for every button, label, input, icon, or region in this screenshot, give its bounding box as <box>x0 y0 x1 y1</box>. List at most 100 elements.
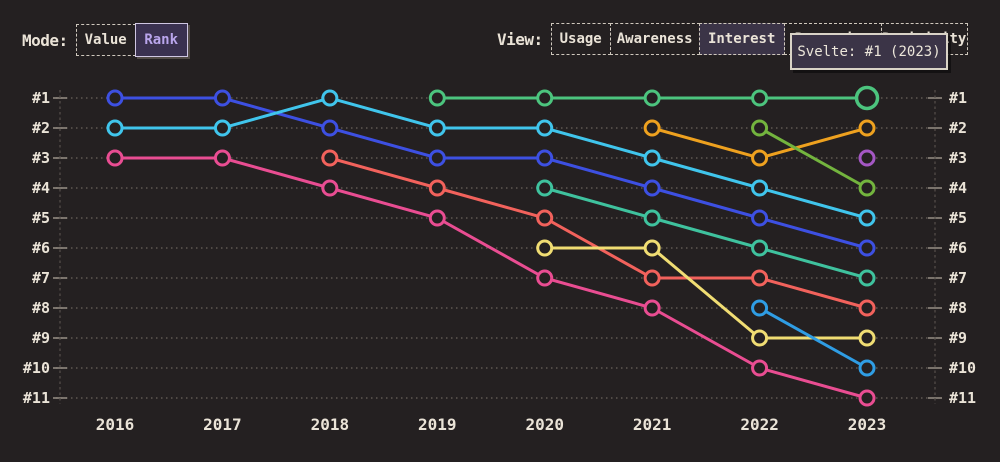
data-point-cyan-2019[interactable] <box>428 119 446 137</box>
data-point-pink-2016[interactable] <box>106 149 124 167</box>
series-line-sky <box>758 306 868 370</box>
data-point-pink-2018[interactable] <box>321 179 339 197</box>
rank-label-right-3: #3 <box>949 149 967 167</box>
year-label-2020: 2020 <box>525 415 564 434</box>
rank-label-right-2: #2 <box>949 119 967 137</box>
highlighted-data-point-Svelte-2023[interactable] <box>854 85 880 111</box>
data-point-amber-2023[interactable] <box>858 119 876 137</box>
data-point-olive-2023[interactable] <box>858 179 876 197</box>
year-label-2018: 2018 <box>311 415 350 434</box>
data-point-teal-2022[interactable] <box>751 239 769 257</box>
data-point-yellow-2020[interactable] <box>536 239 554 257</box>
year-label-2023: 2023 <box>848 415 887 434</box>
rank-label-right-11: #11 <box>949 389 976 407</box>
view-button-awareness[interactable]: Awareness <box>609 23 700 55</box>
rank-label-left-8: #8 <box>32 299 50 317</box>
year-label-2019: 2019 <box>418 415 457 434</box>
rank-label-right-10: #10 <box>949 359 976 377</box>
view-button-usage[interactable]: Usage <box>550 23 611 55</box>
rank-label-right-9: #9 <box>949 329 967 347</box>
data-point-cyan-2022[interactable] <box>751 179 769 197</box>
data-point-teal-2021[interactable] <box>643 209 661 227</box>
chart-tooltip-text: Svelte: #1 (2023) <box>797 43 941 60</box>
rank-label-left-4: #4 <box>32 179 50 197</box>
data-point-Svelte-2022[interactable] <box>751 89 769 107</box>
data-point-yellow-2023[interactable] <box>858 329 876 347</box>
data-point-cyan-2017[interactable] <box>213 119 231 137</box>
data-point-blue-2023[interactable] <box>858 239 876 257</box>
year-label-2021: 2021 <box>633 415 672 434</box>
data-point-yellow-2021[interactable] <box>643 239 661 257</box>
series-line-blue <box>115 96 868 250</box>
data-point-cyan-2023[interactable] <box>858 209 876 227</box>
view-label: View: <box>497 29 543 49</box>
view-button-interest[interactable]: Interest <box>698 23 785 55</box>
data-point-blue-2021[interactable] <box>643 179 661 197</box>
data-point-pink-2023[interactable] <box>858 389 876 407</box>
data-point-salmon-2018[interactable] <box>321 149 339 167</box>
data-point-pink-2022[interactable] <box>751 359 769 377</box>
rank-label-left-6: #6 <box>32 239 50 257</box>
data-point-blue-2020[interactable] <box>536 149 554 167</box>
data-point-Svelte-2020[interactable] <box>536 89 554 107</box>
data-point-pink-2020[interactable] <box>536 269 554 287</box>
data-point-teal-2020[interactable] <box>536 179 554 197</box>
rank-label-left-2: #2 <box>32 119 50 137</box>
data-point-blue-2019[interactable] <box>428 149 446 167</box>
data-point-olive-2022[interactable] <box>751 119 769 137</box>
data-point-pink-2021[interactable] <box>643 299 661 317</box>
data-point-blue-2016[interactable] <box>106 89 124 107</box>
mode-label: Mode: <box>22 30 68 50</box>
series-line-salmon <box>329 156 868 310</box>
year-label-2022: 2022 <box>740 415 779 434</box>
data-point-teal-2023[interactable] <box>858 269 876 287</box>
series-line-pink <box>115 156 868 400</box>
mode-toggle-group: Mode: Value Rank <box>22 23 188 57</box>
data-point-Svelte-2021[interactable] <box>643 89 661 107</box>
year-label-2016: 2016 <box>96 415 135 434</box>
mode-button-rank[interactable]: Rank <box>134 23 188 57</box>
rank-label-right-8: #8 <box>949 299 967 317</box>
data-point-blue-2017[interactable] <box>213 89 231 107</box>
rank-chart: #1 #1 #2 #2 #3 #3 #4 #4 #5 #5 #6 #6 #7 #7 #8 #8 #9 #9 #10 #… <box>23 85 976 434</box>
rank-label-right-5: #5 <box>949 209 967 227</box>
series-line-cyan <box>115 96 868 220</box>
mode-button-value[interactable]: Value <box>75 24 136 56</box>
rank-label-right-6: #6 <box>949 239 967 257</box>
data-point-blue-2022[interactable] <box>751 209 769 227</box>
rank-label-left-9: #9 <box>32 329 50 347</box>
data-point-blue-2018[interactable] <box>321 119 339 137</box>
data-point-salmon-2019[interactable] <box>428 179 446 197</box>
data-point-pink-2019[interactable] <box>428 209 446 227</box>
rank-label-right-4: #4 <box>949 179 967 197</box>
header: Mode: Value Rank View: Usage Awareness I… <box>0 0 1000 78</box>
chart-tooltip: Svelte: #1 (2023) <box>790 33 948 70</box>
rank-chart-container: #1 #1 #2 #2 #3 #3 #4 #4 #5 #5 #6 #6 #7 #7 #8 #8 #9 #9 #10 #… <box>0 78 1000 458</box>
rank-label-left-7: #7 <box>32 269 50 287</box>
data-point-salmon-2022[interactable] <box>751 269 769 287</box>
rank-label-right-7: #7 <box>949 269 967 287</box>
data-point-amber-2021[interactable] <box>643 119 661 137</box>
data-point-salmon-2021[interactable] <box>643 269 661 287</box>
series-line-teal <box>544 186 868 280</box>
data-point-sky-2023[interactable] <box>858 359 876 377</box>
data-point-cyan-2021[interactable] <box>643 149 661 167</box>
data-point-Svelte-2019[interactable] <box>428 89 446 107</box>
data-point-cyan-2020[interactable] <box>536 119 554 137</box>
rank-label-left-10: #10 <box>23 359 50 377</box>
data-point-amber-2022[interactable] <box>751 149 769 167</box>
data-point-sky-2022[interactable] <box>751 299 769 317</box>
rank-label-left-5: #5 <box>32 209 50 227</box>
rank-label-right-1: #1 <box>949 89 967 107</box>
data-point-cyan-2018[interactable] <box>321 89 339 107</box>
year-label-2017: 2017 <box>203 415 242 434</box>
data-point-purple-2023[interactable] <box>858 149 876 167</box>
data-point-yellow-2022[interactable] <box>751 329 769 347</box>
data-point-pink-2017[interactable] <box>213 149 231 167</box>
rank-label-left-11: #11 <box>23 389 50 407</box>
rank-label-left-1: #1 <box>32 89 50 107</box>
data-point-salmon-2020[interactable] <box>536 209 554 227</box>
data-point-salmon-2023[interactable] <box>858 299 876 317</box>
rank-label-left-3: #3 <box>32 149 50 167</box>
data-point-cyan-2016[interactable] <box>106 119 124 137</box>
